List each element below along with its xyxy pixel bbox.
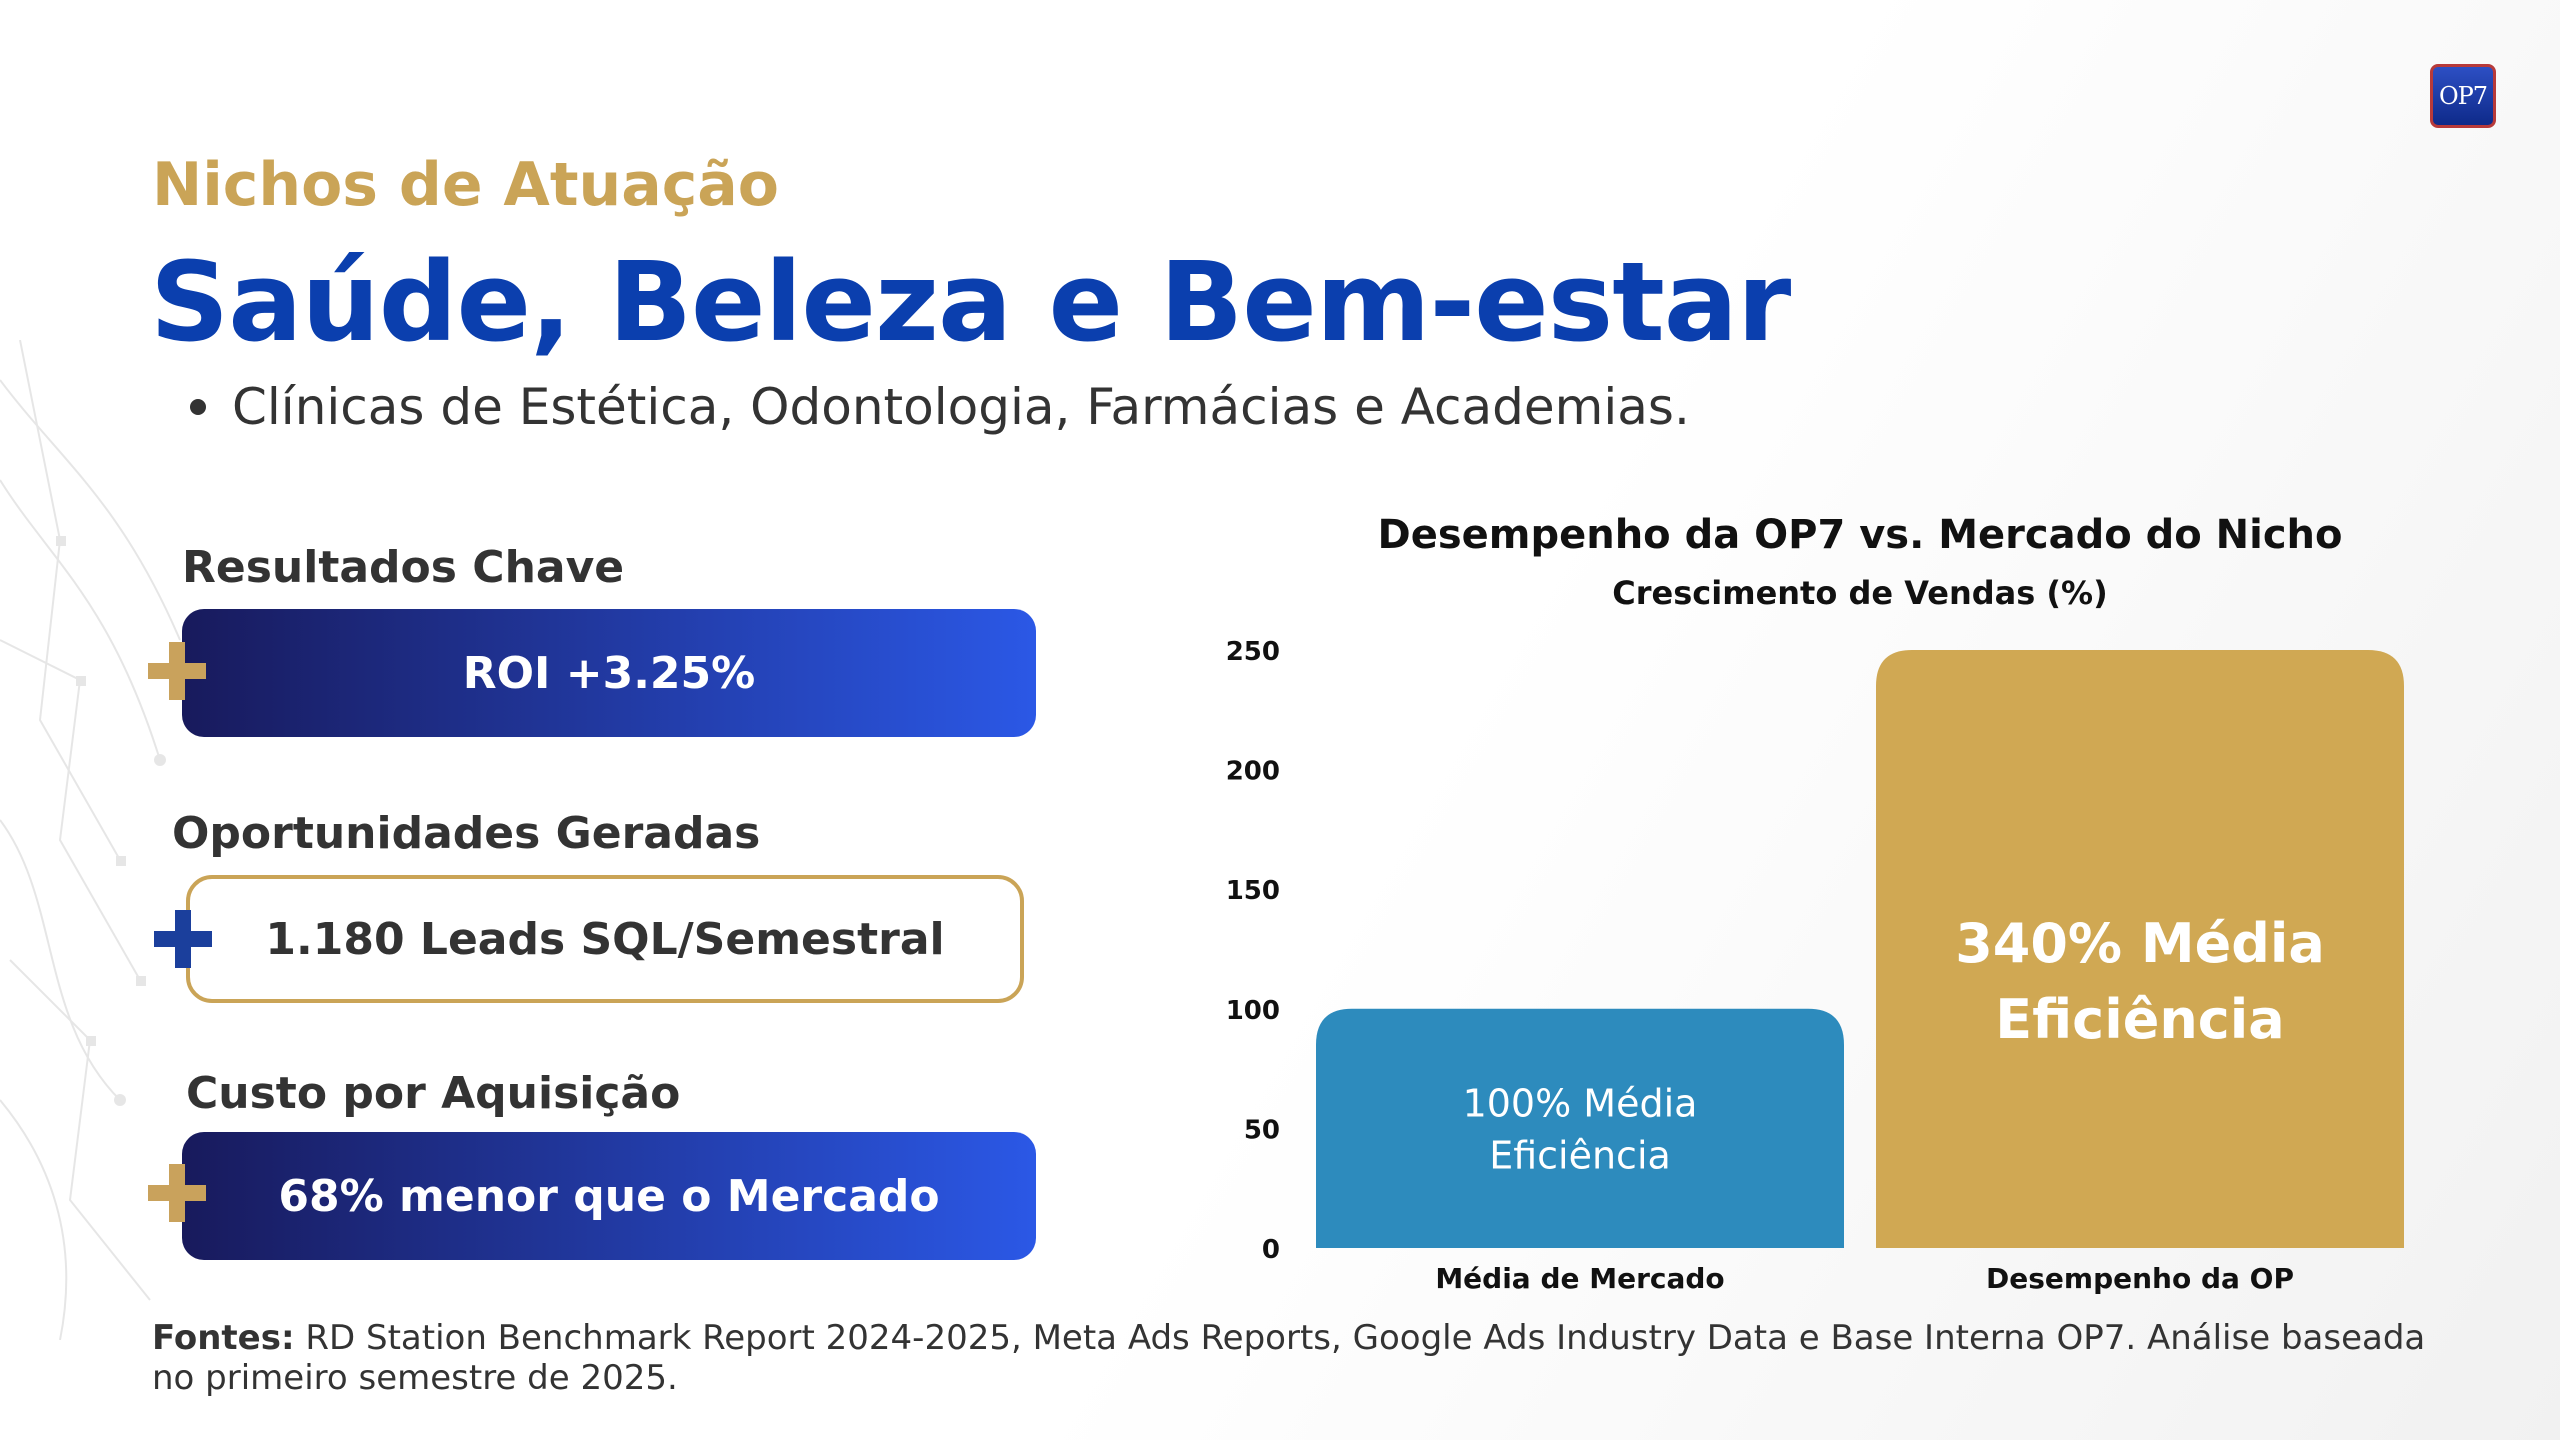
sources-text: RD Station Benchmark Report 2024-2025, M… <box>152 1318 2426 1398</box>
metric-value-leads: 1.180 Leads SQL/Semestral <box>265 913 945 965</box>
bar-chart: 0 50 100 150 200 250 Média de Mercado 100% Médi… <box>1226 637 2404 1295</box>
y-tick-label: 0 <box>1262 1235 1280 1265</box>
bar-data-label: Eficiência <box>1995 988 2284 1051</box>
metric-label-cac: Custo por Aquisição <box>186 1068 681 1119</box>
metric-label-opportunities: Oportunidades Geradas <box>172 808 761 859</box>
sources-footnote: Fontes: RD Station Benchmark Report 2024… <box>152 1318 2452 1398</box>
bar-data-label: 340% Média <box>1955 912 2325 975</box>
x-tick-label: Média de Mercado <box>1435 1262 1724 1295</box>
plus-icon <box>148 642 206 700</box>
y-tick-label: 100 <box>1226 996 1280 1026</box>
bar-data-label: 100% Média <box>1463 1081 1698 1125</box>
op7-logo: OP7 <box>2430 64 2496 128</box>
niche-bullet: Clínicas de Estética, Odontologia, Farmá… <box>190 378 1690 436</box>
metric-card-cac: 68% menor que o Mercado <box>182 1132 1036 1260</box>
page-title: Saúde, Beleza e Bem-estar <box>150 238 1791 366</box>
circuit-decoration <box>0 340 181 1340</box>
bar <box>1316 1008 1844 1248</box>
metric-card-leads: 1.180 Leads SQL/Semestral <box>186 875 1024 1003</box>
metric-value-roi: ROI +3.25% <box>462 647 756 699</box>
y-tick-label: 200 <box>1226 757 1280 787</box>
bullet-text: Clínicas de Estética, Odontologia, Farmá… <box>232 378 1690 436</box>
y-tick-label: 250 <box>1226 637 1280 667</box>
metric-value-cac: 68% menor que o Mercado <box>278 1170 940 1222</box>
metric-card-roi: ROI +3.25% <box>182 609 1036 737</box>
plus-icon <box>148 1164 206 1222</box>
section-eyebrow: Nichos de Atuação <box>152 150 780 220</box>
x-tick-label: Desempenho da OP <box>1986 1262 2294 1295</box>
y-tick-label: 50 <box>1244 1115 1280 1145</box>
logo-text: OP7 <box>2438 82 2488 110</box>
bullet-dot-icon <box>190 399 206 415</box>
bar <box>1876 650 2404 1248</box>
y-tick-label: 150 <box>1226 876 1280 906</box>
chart-title: Desempenho da OP7 vs. Mercado do Nicho <box>1377 512 2343 558</box>
chart-subtitle: Crescimento de Vendas (%) <box>1612 574 2108 612</box>
sources-label: Fontes: <box>152 1318 295 1358</box>
plus-icon <box>154 910 212 968</box>
metric-label-results: Resultados Chave <box>182 542 625 593</box>
bar-data-label: Eficiência <box>1489 1133 1671 1177</box>
